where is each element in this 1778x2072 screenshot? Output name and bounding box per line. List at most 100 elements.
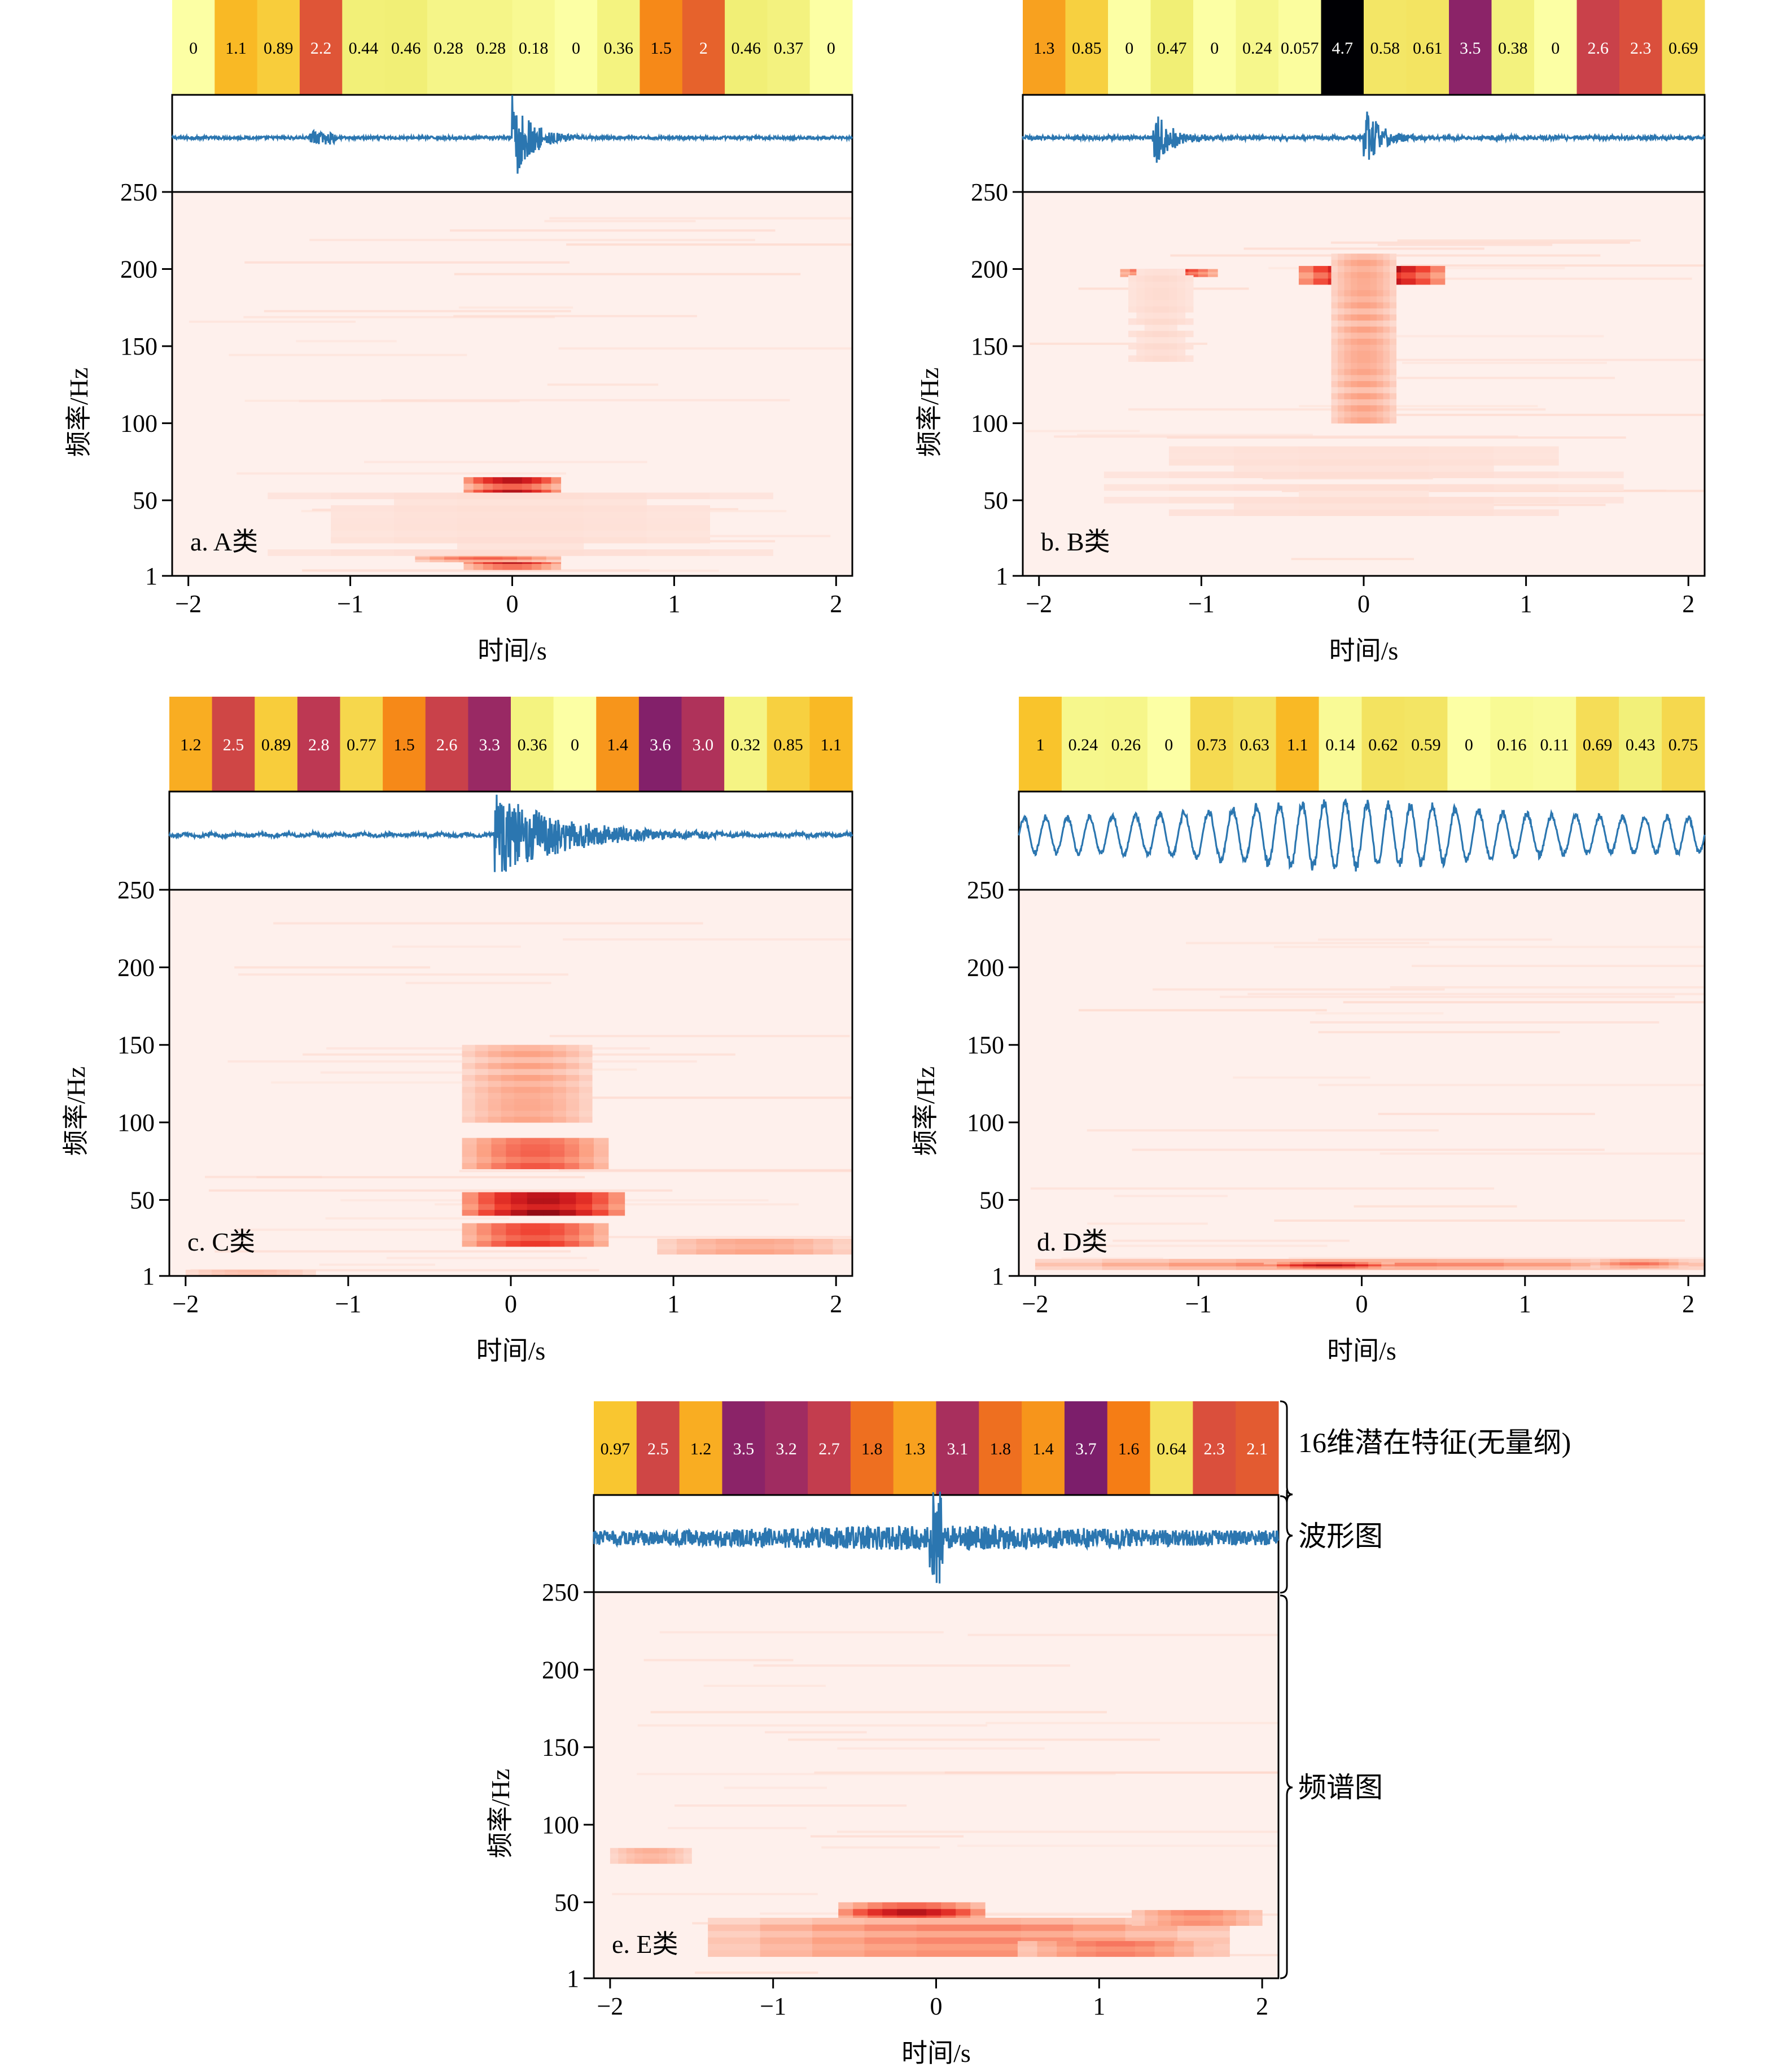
spectrogram-cell	[1350, 362, 1357, 369]
feature-value: 2.5	[223, 736, 244, 754]
spectrogram-cell	[522, 563, 532, 570]
spectrogram-cell	[1177, 294, 1186, 300]
feature-value: 1.3	[1033, 39, 1055, 58]
spectrogram-cell	[1377, 265, 1384, 272]
feature-value: 2.7	[818, 1440, 840, 1458]
spectrogram-cell	[1390, 320, 1397, 327]
spectrogram-cell	[1350, 326, 1357, 333]
feature-strip: 0 1.1 0.89 2.2 0.44 0.46 0.28 0.28 0.18 0 0.36 1.5 2…	[172, 0, 853, 95]
spectrogram-cell	[514, 1098, 528, 1105]
feature-value: 0.38	[1498, 39, 1528, 58]
spectrogram-cell	[1364, 452, 1429, 460]
spectrogram-cell	[185, 1270, 199, 1273]
spectrogram-striation	[1274, 946, 1705, 948]
spectrogram-cell	[1331, 296, 1338, 303]
spectrogram-cell	[1437, 1262, 1504, 1267]
spectrogram-cell	[1188, 272, 1199, 275]
spectrogram-cell	[535, 1223, 550, 1230]
spectrogram-cell	[488, 559, 503, 562]
spectrogram-cell	[1337, 320, 1345, 327]
spectrogram-cell	[1337, 369, 1345, 375]
spectrogram-cell	[1298, 484, 1364, 491]
spectrogram-striation	[454, 273, 801, 276]
spectrogram-cell	[1177, 275, 1186, 282]
spectrogram-cell	[493, 483, 503, 490]
spectrogram-cell	[833, 1244, 853, 1249]
spectrogram-cell	[1160, 324, 1170, 331]
feature-value: 1.4	[1032, 1440, 1054, 1458]
spectrogram-cell	[1035, 1258, 1103, 1263]
spectrogram-cell	[473, 483, 484, 490]
spectrogram-cell	[1350, 356, 1357, 363]
spectrogram-cell	[853, 1902, 868, 1909]
spectrogram-cell	[618, 1853, 627, 1859]
spectrogram-cell	[1377, 350, 1384, 357]
spectrogram-cell	[1331, 320, 1338, 327]
spectrogram-cell	[1168, 306, 1177, 313]
spectrogram-cell	[1383, 283, 1390, 291]
spectrogram-cell	[1153, 330, 1161, 338]
spectrogram-cell	[303, 1270, 316, 1273]
spectrogram-cell	[583, 536, 647, 544]
spectrogram-cell	[475, 1086, 489, 1093]
panel-c: 1.2 2.5 0.89 2.8 0.77 1.5 2.6 3.3 0.36 0 1.4 3.6 3.0…	[62, 697, 853, 1365]
spectrogram-striation	[612, 1892, 818, 1895]
spectrogram-cell	[1153, 287, 1161, 294]
feature-cell	[1236, 0, 1279, 95]
y-tick-label: 50	[130, 1186, 155, 1214]
spectrogram-striation	[264, 310, 571, 313]
spectrogram-cell	[520, 1223, 536, 1230]
spectrogram-cell	[1429, 458, 1494, 466]
spectrogram-cell	[520, 530, 584, 537]
spectrogram-cell	[1057, 1941, 1077, 1947]
spectrogram-cell	[1174, 1946, 1194, 1952]
feature-value: 0	[571, 736, 579, 754]
feature-cell	[1150, 1401, 1193, 1495]
spectrogram-cell	[1153, 336, 1161, 344]
feature-cell	[809, 0, 853, 95]
spectrogram-cell	[1120, 269, 1131, 272]
spectrogram-striation	[1030, 1187, 1495, 1190]
spectrogram-cell	[1337, 278, 1345, 285]
spectrogram-cell	[1313, 266, 1329, 273]
spectrogram-cell	[1678, 1265, 1689, 1269]
spectrogram-cell	[462, 1204, 479, 1210]
feature-cell	[1233, 697, 1277, 792]
spectrogram-cell	[1153, 281, 1161, 288]
spectrogram-cell	[488, 557, 503, 560]
spectrogram-cell	[1337, 326, 1345, 333]
spectrogram-cell	[1177, 318, 1186, 325]
spectrogram-cell	[1233, 509, 1299, 516]
spectrogram-cell	[476, 1144, 492, 1151]
spectrogram-striation	[538, 1236, 852, 1239]
spectrogram-cell	[1144, 318, 1153, 325]
spectrogram-cell	[579, 1104, 593, 1111]
spectrogram-cell	[1331, 259, 1338, 266]
spectrogram-cell	[1193, 1941, 1214, 1947]
spectrogram-cell	[331, 518, 395, 524]
spectrogram-cell	[238, 1270, 251, 1273]
spectrogram-cell	[1331, 308, 1338, 315]
spectrogram-cell	[476, 1150, 492, 1157]
spectrogram-striation	[558, 347, 852, 350]
spectrogram-cell	[1177, 343, 1186, 350]
waveform	[168, 790, 853, 891]
y-tick-label: 150	[971, 333, 1008, 360]
spectrogram-striation	[1114, 1195, 1228, 1197]
spectrogram-cell	[912, 1908, 927, 1916]
spectrogram-cell	[708, 1950, 761, 1957]
spectrogram-cell	[224, 1270, 238, 1273]
spectrogram-cell	[1331, 350, 1338, 357]
spectrogram-cell	[1370, 405, 1377, 412]
spectrogram-cell	[1021, 1917, 1074, 1925]
spectrogram-cell	[501, 1056, 515, 1063]
spectrogram-cell	[1357, 369, 1364, 375]
spectrogram-cell	[1390, 399, 1397, 405]
spectrogram-cell	[579, 1086, 593, 1093]
spectrogram-cell	[1144, 324, 1153, 331]
x-axis-title: 时间/s	[901, 2039, 971, 2067]
feature-value: 0.64	[1157, 1440, 1186, 1458]
spectrogram-cell	[550, 1223, 565, 1230]
spectrogram-cell	[1177, 269, 1186, 276]
